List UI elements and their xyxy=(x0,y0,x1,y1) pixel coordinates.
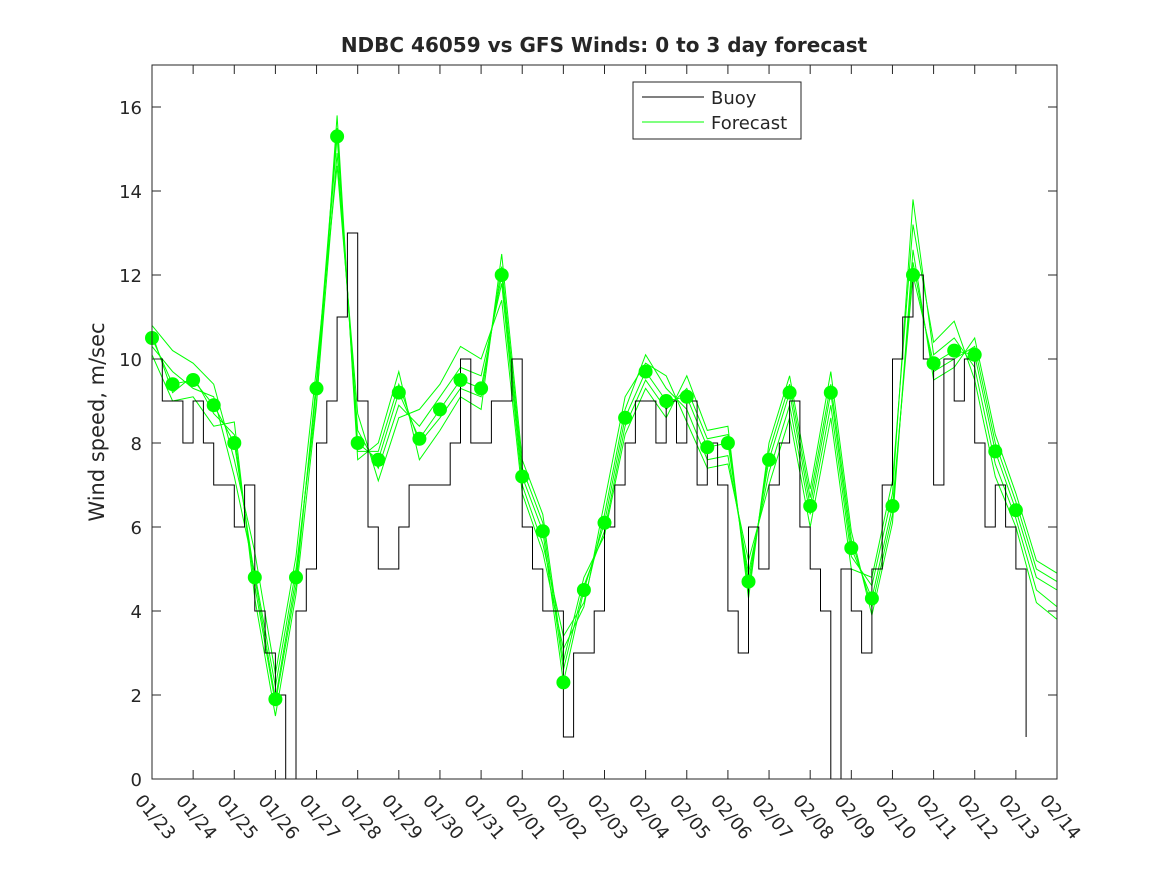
buoy-series-group xyxy=(152,232,1027,780)
forecast-marker xyxy=(638,364,653,379)
forecast-marker xyxy=(720,436,735,450)
forecast-marker xyxy=(803,499,818,513)
forecast-marker xyxy=(926,356,941,371)
legend-buoy-label: Buoy xyxy=(711,88,757,109)
y-tick-label: 14 xyxy=(119,182,142,203)
buoy-line xyxy=(152,232,1027,780)
forecast-marker xyxy=(309,381,324,396)
forecast-marker xyxy=(988,444,1003,459)
forecast-marker xyxy=(165,377,180,392)
y-tick-label: 0 xyxy=(131,770,142,791)
forecast-marker xyxy=(247,570,262,585)
forecast-marker xyxy=(453,373,468,387)
y-axis-label: Wind speed, m/sec xyxy=(85,322,109,521)
y-tick-label: 2 xyxy=(131,686,142,707)
forecast-marker xyxy=(844,541,859,555)
forecast-marker xyxy=(433,402,447,417)
forecast-marker xyxy=(289,570,303,585)
forecast-line xyxy=(151,165,1058,675)
y-tick-label: 10 xyxy=(119,350,142,371)
forecast-marker xyxy=(371,452,386,467)
forecast-marker xyxy=(227,436,242,450)
forecast-marker xyxy=(576,583,591,597)
forecast-marker xyxy=(556,675,571,690)
forecast-marker xyxy=(947,343,962,358)
forecast-marker xyxy=(206,398,221,413)
forecast-marker xyxy=(515,469,530,484)
forecast-marker xyxy=(186,373,201,387)
forecast-marker xyxy=(494,268,509,282)
forecast-marker xyxy=(906,268,920,282)
forecast-marker xyxy=(268,692,283,707)
forecast-marker xyxy=(700,440,715,455)
forecast-marker xyxy=(350,436,365,450)
chart-title: NDBC 46059 vs GFS Winds: 0 to 3 day fore… xyxy=(341,33,868,57)
forecast-marker xyxy=(659,394,674,408)
forecast-markers-group xyxy=(145,129,1023,707)
y-tick-label: 16 xyxy=(119,98,142,119)
legend-box xyxy=(632,81,802,140)
forecast-marker xyxy=(967,347,982,362)
forecast-marker xyxy=(741,574,756,589)
forecast-marker xyxy=(330,129,345,144)
forecast-marker xyxy=(391,385,406,400)
forecast-marker xyxy=(474,381,489,396)
forecast-marker xyxy=(535,524,550,539)
plot-area xyxy=(152,65,1057,779)
forecast-marker xyxy=(782,385,797,400)
legend-forecast-label: Forecast xyxy=(711,113,787,134)
forecast-marker xyxy=(864,591,879,606)
forecast-marker xyxy=(597,515,612,530)
forecast-marker xyxy=(679,389,694,404)
forecast-marker xyxy=(762,452,776,467)
forecast-marker xyxy=(1008,503,1023,518)
forecast-marker xyxy=(412,431,427,446)
forecast-marker xyxy=(823,385,838,400)
forecast-marker xyxy=(885,499,900,513)
y-tick-label: 4 xyxy=(131,602,142,623)
y-axis: 0 2 4 6 8 10 12 14 16 xyxy=(119,98,1057,791)
forecast-marker xyxy=(618,410,633,425)
y-tick-label: 12 xyxy=(119,266,142,287)
y-tick-label: 6 xyxy=(131,518,142,539)
y-tick-label: 8 xyxy=(131,434,142,455)
legend: Buoy Forecast xyxy=(632,81,802,140)
